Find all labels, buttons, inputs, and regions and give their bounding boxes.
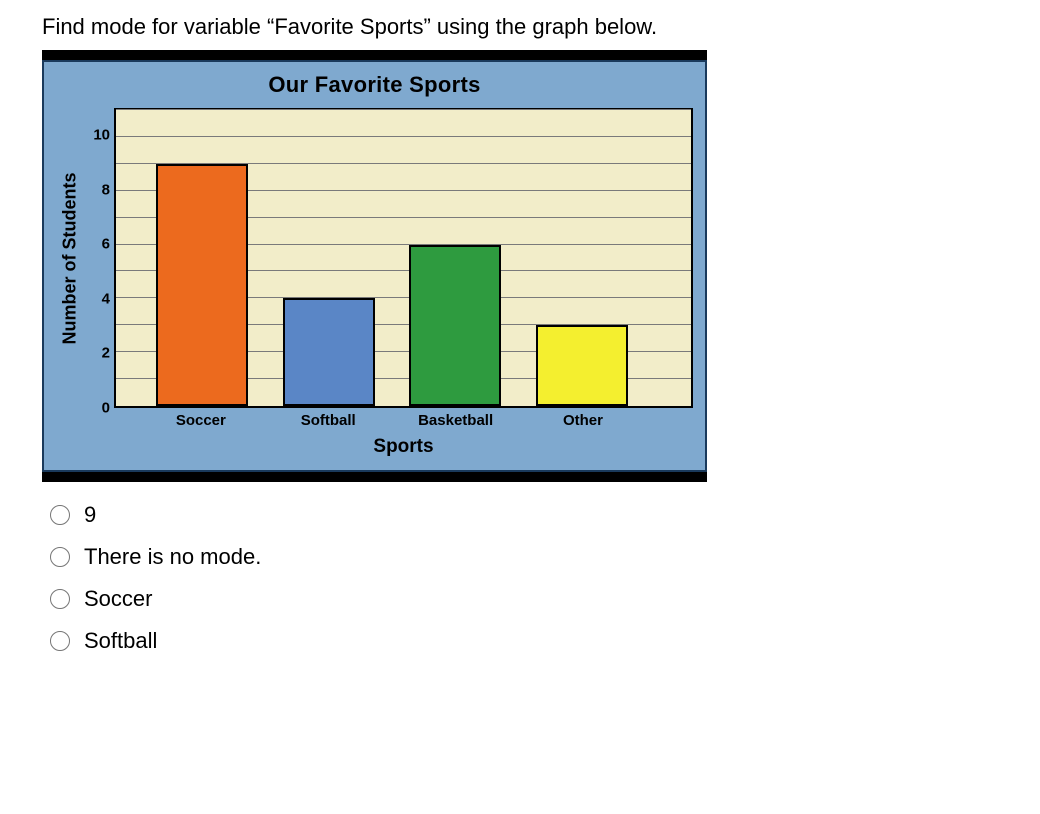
x-label-row: Sports	[56, 434, 693, 458]
y-tick: 10	[93, 127, 110, 144]
answer-label: Soccer	[84, 586, 152, 612]
y-tick: 2	[102, 345, 110, 362]
answer-label: There is no mode.	[84, 544, 261, 570]
answer-option[interactable]: 9	[50, 502, 1040, 528]
y-axis-label: Number of Students	[60, 172, 81, 344]
chart-figure: Our Favorite Sports Number of Students 0…	[42, 60, 707, 472]
answer-radio[interactable]	[50, 631, 70, 651]
answer-radio[interactable]	[50, 505, 70, 525]
x-tick: Other	[563, 412, 603, 429]
x-axis-label: Sports	[114, 436, 693, 458]
y-tick: 6	[102, 236, 110, 253]
x-tick: Basketball	[418, 412, 493, 429]
divider-top	[42, 50, 707, 60]
chart-title: Our Favorite Sports	[56, 72, 693, 98]
plot-area	[114, 108, 693, 408]
answer-option[interactable]: Soccer	[50, 586, 1040, 612]
answer-options: 9 There is no mode. Soccer Softball	[42, 502, 1040, 654]
y-tick: 0	[102, 400, 110, 417]
bar-soccer	[156, 164, 248, 406]
answer-label: 9	[84, 502, 96, 528]
x-label-spacer	[56, 434, 114, 458]
ylabel-cell: Number of Students	[56, 108, 84, 408]
x-tick: Soccer	[176, 412, 226, 429]
y-tick: 4	[102, 290, 110, 307]
x-tick: Softball	[301, 412, 356, 429]
y-axis: 0246810	[84, 108, 114, 408]
x-axis-row: Soccer Softball Basketball Other	[56, 408, 693, 434]
answer-radio[interactable]	[50, 547, 70, 567]
answer-option[interactable]: There is no mode.	[50, 544, 1040, 570]
divider-bottom	[42, 472, 707, 482]
question-text: Find mode for variable “Favorite Sports”…	[42, 14, 1040, 40]
y-tick: 8	[102, 181, 110, 198]
answer-option[interactable]: Softball	[50, 628, 1040, 654]
chart-panel: Our Favorite Sports Number of Students 0…	[42, 60, 707, 472]
answer-radio[interactable]	[50, 589, 70, 609]
question-block: Find mode for variable “Favorite Sports”…	[0, 0, 1040, 654]
x-axis: Soccer Softball Basketball Other	[114, 408, 693, 434]
bar-basketball	[409, 245, 501, 406]
bar-softball	[283, 298, 375, 406]
answer-label: Softball	[84, 628, 157, 654]
bars	[116, 110, 691, 406]
plot-row: Number of Students 0246810	[56, 108, 693, 408]
bar-other	[536, 325, 628, 406]
